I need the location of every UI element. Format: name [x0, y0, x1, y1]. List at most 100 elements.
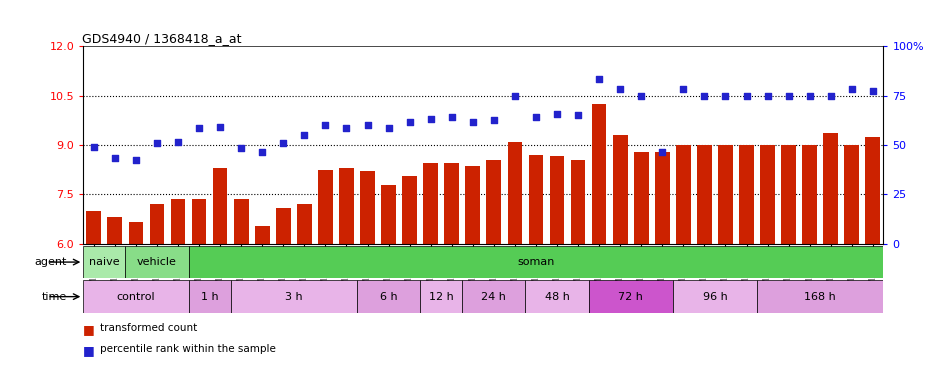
Text: control: control	[117, 291, 155, 302]
Bar	[760, 145, 775, 244]
Bar	[276, 208, 290, 244]
Bar	[360, 171, 375, 244]
Point	[782, 93, 796, 99]
Bar	[823, 133, 838, 244]
Bar	[86, 211, 101, 244]
Bar	[126, 246, 189, 278]
Text: percentile rank within the sample: percentile rank within the sample	[100, 344, 276, 354]
Text: time: time	[42, 291, 68, 302]
Bar	[528, 155, 543, 244]
Text: 72 h: 72 h	[618, 291, 643, 302]
Text: 12 h: 12 h	[429, 291, 453, 302]
Text: vehicle: vehicle	[137, 257, 177, 267]
Bar	[676, 145, 691, 244]
Point	[254, 149, 269, 155]
Point	[234, 145, 249, 151]
Text: transformed count: transformed count	[100, 323, 197, 333]
Bar	[129, 222, 143, 244]
Point	[297, 132, 312, 138]
Text: ■: ■	[83, 344, 95, 357]
Point	[465, 119, 480, 125]
Point	[571, 112, 586, 118]
Bar	[189, 246, 883, 278]
Bar	[424, 163, 438, 244]
Point	[424, 116, 438, 122]
Point	[528, 114, 543, 120]
Bar	[592, 104, 607, 244]
Bar	[189, 280, 230, 313]
Bar	[357, 280, 420, 313]
Bar	[845, 145, 859, 244]
Text: 48 h: 48 h	[545, 291, 570, 302]
Point	[592, 76, 607, 82]
Bar	[444, 163, 459, 244]
Bar	[191, 199, 206, 244]
Bar	[718, 145, 733, 244]
Point	[318, 122, 333, 128]
Point	[760, 93, 775, 99]
Point	[718, 93, 733, 99]
Text: agent: agent	[35, 257, 68, 267]
Point	[487, 117, 501, 123]
Point	[676, 86, 691, 92]
Bar	[549, 157, 564, 244]
Text: naive: naive	[89, 257, 119, 267]
Text: 6 h: 6 h	[380, 291, 398, 302]
Bar	[487, 160, 501, 244]
Bar	[297, 204, 312, 244]
Point	[866, 88, 881, 94]
Text: 3 h: 3 h	[285, 291, 302, 302]
Bar	[83, 246, 126, 278]
Bar	[757, 280, 883, 313]
Bar	[739, 145, 754, 244]
Bar	[802, 145, 817, 244]
Point	[823, 93, 838, 99]
Point	[739, 93, 754, 99]
Point	[150, 140, 165, 146]
Point	[276, 140, 290, 146]
Point	[612, 86, 627, 92]
Point	[191, 126, 206, 132]
Bar	[697, 145, 711, 244]
Bar	[420, 280, 462, 313]
Text: GDS4940 / 1368418_a_at: GDS4940 / 1368418_a_at	[81, 32, 241, 45]
Bar	[107, 217, 122, 244]
Bar	[170, 199, 185, 244]
Text: ■: ■	[83, 323, 95, 336]
Text: 24 h: 24 h	[481, 291, 506, 302]
Text: 168 h: 168 h	[805, 291, 836, 302]
Bar	[381, 185, 396, 244]
Bar	[508, 142, 523, 244]
Bar	[339, 168, 354, 244]
Point	[107, 155, 122, 161]
Bar	[866, 137, 881, 244]
Point	[339, 126, 354, 132]
Bar	[402, 176, 417, 244]
Bar	[612, 135, 627, 244]
Point	[360, 122, 375, 128]
Bar	[255, 226, 269, 244]
Bar	[571, 160, 586, 244]
Point	[508, 93, 523, 99]
Point	[549, 111, 564, 117]
Bar	[213, 168, 228, 244]
Bar	[465, 166, 480, 244]
Point	[381, 126, 396, 132]
Point	[802, 93, 817, 99]
Point	[697, 93, 712, 99]
Bar	[782, 145, 796, 244]
Point	[129, 157, 143, 163]
Bar	[634, 152, 648, 244]
Point	[655, 149, 670, 155]
Text: soman: soman	[517, 257, 555, 267]
Bar	[462, 280, 525, 313]
Point	[845, 86, 859, 92]
Point	[444, 114, 459, 120]
Bar	[525, 280, 588, 313]
Bar	[83, 280, 189, 313]
Point	[170, 139, 185, 145]
Point	[634, 93, 648, 99]
Bar	[150, 204, 165, 244]
Bar	[672, 280, 757, 313]
Point	[402, 119, 417, 125]
